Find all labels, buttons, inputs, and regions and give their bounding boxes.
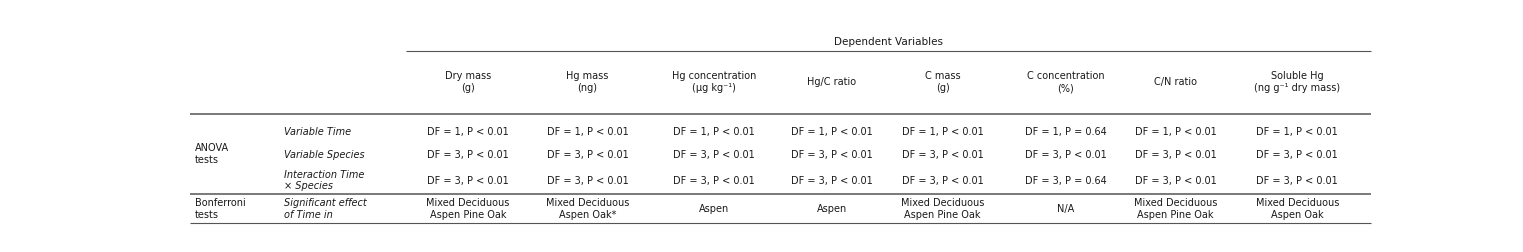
Text: DF = 1, P < 0.01: DF = 1, P < 0.01 bbox=[902, 127, 984, 137]
Text: DF = 3, P < 0.01: DF = 3, P < 0.01 bbox=[1025, 150, 1107, 160]
Text: DF = 3, P < 0.01: DF = 3, P < 0.01 bbox=[1135, 176, 1217, 186]
Text: DF = 3, P < 0.01: DF = 3, P < 0.01 bbox=[790, 176, 873, 186]
Text: Bonferroni
tests: Bonferroni tests bbox=[195, 198, 245, 220]
Text: Mixed Deciduous
Aspen Oak: Mixed Deciduous Aspen Oak bbox=[1255, 198, 1339, 219]
Text: Mixed Deciduous
Aspen Oak*: Mixed Deciduous Aspen Oak* bbox=[545, 198, 629, 219]
Text: DF = 1, P < 0.01: DF = 1, P < 0.01 bbox=[673, 127, 755, 137]
Text: Mixed Deciduous
Aspen Pine Oak: Mixed Deciduous Aspen Pine Oak bbox=[902, 198, 984, 219]
Text: DF = 3, P < 0.01: DF = 3, P < 0.01 bbox=[426, 150, 509, 160]
Text: DF = 3, P < 0.01: DF = 3, P < 0.01 bbox=[547, 150, 629, 160]
Text: DF = 3, P < 0.01: DF = 3, P < 0.01 bbox=[1135, 150, 1217, 160]
Text: Aspen: Aspen bbox=[699, 204, 730, 214]
Text: Hg mass
(ng): Hg mass (ng) bbox=[567, 71, 609, 93]
Text: DF = 1, P < 0.01: DF = 1, P < 0.01 bbox=[790, 127, 873, 137]
Text: Hg concentration
(μg kg⁻¹): Hg concentration (μg kg⁻¹) bbox=[672, 71, 755, 93]
Text: DF = 3, P < 0.01: DF = 3, P < 0.01 bbox=[673, 176, 755, 186]
Text: DF = 3, P = 0.64: DF = 3, P = 0.64 bbox=[1025, 176, 1107, 186]
Text: Soluble Hg
(ng g⁻¹ dry mass): Soluble Hg (ng g⁻¹ dry mass) bbox=[1255, 71, 1340, 93]
Text: C/N ratio: C/N ratio bbox=[1154, 77, 1197, 87]
Text: C concentration
(%): C concentration (%) bbox=[1027, 71, 1104, 93]
Text: Variable Time: Variable Time bbox=[283, 127, 350, 137]
Text: DF = 1, P < 0.01: DF = 1, P < 0.01 bbox=[1256, 127, 1339, 137]
Text: DF = 3, P < 0.01: DF = 3, P < 0.01 bbox=[1256, 150, 1339, 160]
Text: Aspen: Aspen bbox=[816, 204, 847, 214]
Text: DF = 1, P < 0.01: DF = 1, P < 0.01 bbox=[1135, 127, 1217, 137]
Text: Dependent Variables: Dependent Variables bbox=[835, 37, 943, 47]
Text: ANOVA
tests: ANOVA tests bbox=[195, 143, 230, 165]
Text: Significant effect
of Time in: Significant effect of Time in bbox=[283, 198, 367, 219]
Text: Variable Species: Variable Species bbox=[283, 150, 364, 160]
Text: N/A: N/A bbox=[1057, 204, 1075, 214]
Text: DF = 3, P < 0.01: DF = 3, P < 0.01 bbox=[902, 176, 984, 186]
Text: C mass
(g): C mass (g) bbox=[924, 71, 961, 93]
Text: DF = 3, P < 0.01: DF = 3, P < 0.01 bbox=[673, 150, 755, 160]
Text: DF = 1, P < 0.01: DF = 1, P < 0.01 bbox=[426, 127, 509, 137]
Text: DF = 1, P = 0.64: DF = 1, P = 0.64 bbox=[1025, 127, 1107, 137]
Text: Mixed Deciduous
Aspen Pine Oak: Mixed Deciduous Aspen Pine Oak bbox=[426, 198, 510, 219]
Text: Mixed Deciduous
Aspen Pine Oak: Mixed Deciduous Aspen Pine Oak bbox=[1135, 198, 1217, 219]
Text: DF = 3, P < 0.01: DF = 3, P < 0.01 bbox=[902, 150, 984, 160]
Text: DF = 3, P < 0.01: DF = 3, P < 0.01 bbox=[426, 176, 509, 186]
Text: Interaction Time
× Species: Interaction Time × Species bbox=[283, 170, 364, 192]
Text: DF = 1, P < 0.01: DF = 1, P < 0.01 bbox=[547, 127, 629, 137]
Text: DF = 3, P < 0.01: DF = 3, P < 0.01 bbox=[1256, 176, 1339, 186]
Text: DF = 3, P < 0.01: DF = 3, P < 0.01 bbox=[790, 150, 873, 160]
Text: DF = 3, P < 0.01: DF = 3, P < 0.01 bbox=[547, 176, 629, 186]
Text: Hg/C ratio: Hg/C ratio bbox=[807, 77, 856, 87]
Text: Dry mass
(g): Dry mass (g) bbox=[445, 71, 490, 93]
